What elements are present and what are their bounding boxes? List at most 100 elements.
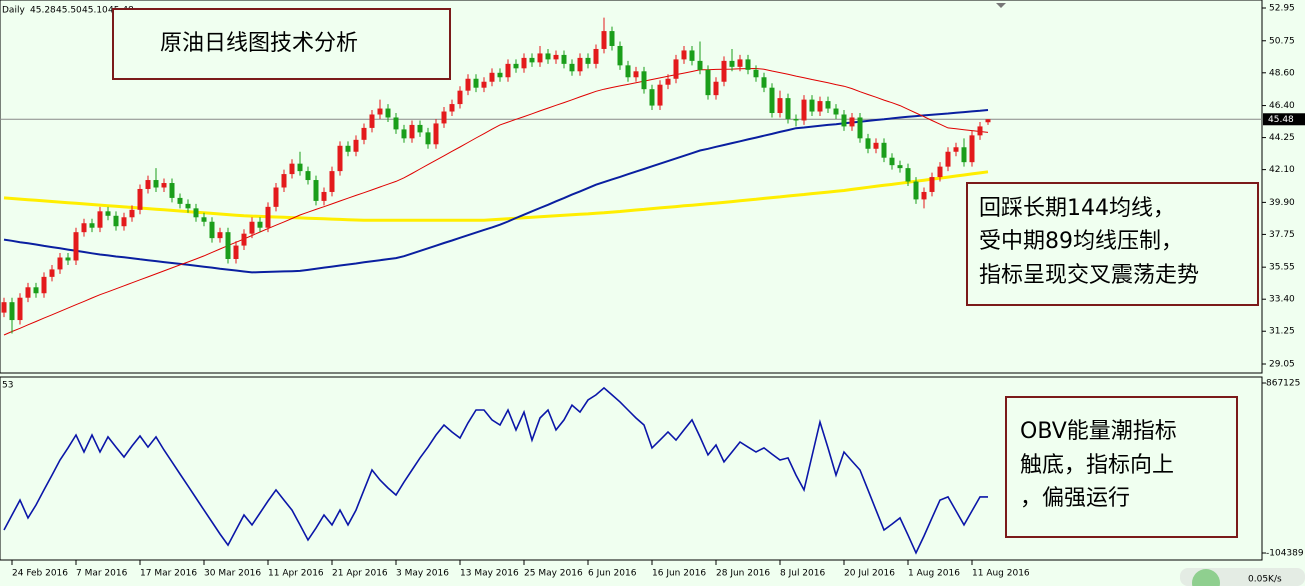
- candle-body: [849, 117, 855, 127]
- status-widget: 0.05K/s: [1180, 568, 1305, 586]
- x-tick-label: 6 Jun 2016: [588, 569, 637, 579]
- ma-note-box: 回踩长期144均线， 受中期89均线压制， 指标呈现交叉震荡走势: [966, 182, 1259, 306]
- obv-note-line: ，偏强运行: [1020, 486, 1130, 511]
- candle-body: [825, 101, 831, 109]
- candle-body: [193, 208, 199, 218]
- candle-body: [65, 257, 71, 261]
- candle-body: [513, 63, 519, 69]
- candle-body: [697, 60, 703, 70]
- y-tick-label: 42.10: [1269, 165, 1295, 175]
- y-tick-label: 44.25: [1269, 133, 1295, 143]
- candle-body: [281, 174, 287, 188]
- candle-body: [225, 232, 231, 259]
- status-icon: [1192, 569, 1220, 586]
- candle-body: [89, 223, 95, 228]
- candle-body: [297, 163, 303, 172]
- x-tick-label: 16 Jun 2016: [652, 569, 706, 579]
- x-tick-label: 11 Aug 2016: [972, 569, 1030, 579]
- candle-body: [417, 124, 423, 133]
- candle-body: [753, 69, 759, 78]
- moving-average: [3, 109, 989, 274]
- last-high: 45.50: [56, 6, 82, 16]
- candle-body: [337, 145, 343, 172]
- candle-body: [777, 98, 783, 114]
- candle-body: [657, 84, 663, 106]
- last-open: 45.28: [30, 6, 56, 16]
- candle-body: [241, 233, 247, 246]
- price-badge: [1263, 113, 1305, 126]
- x-tick-label: 30 Mar 2016: [204, 569, 261, 579]
- candle-body: [889, 157, 895, 166]
- candle-body: [185, 203, 191, 209]
- candle-body: [537, 53, 543, 63]
- title-box: 原油日线图技术分析: [112, 8, 451, 80]
- candle-body: [785, 98, 791, 119]
- candle-body: [33, 287, 39, 294]
- candle-body: [961, 147, 967, 163]
- candle-body: [9, 302, 15, 321]
- candle-body: [81, 223, 87, 233]
- candle-body: [689, 50, 695, 61]
- candle-body: [897, 165, 903, 169]
- y-tick-label: 48.60: [1269, 68, 1295, 78]
- candle-body: [153, 180, 159, 188]
- y2-tick-label: -104389: [1266, 549, 1304, 559]
- candle-body: [97, 211, 103, 228]
- candle-body: [881, 142, 887, 158]
- x-tick-label: 7 Mar 2016: [76, 569, 128, 579]
- y-tick-label: 46.40: [1269, 101, 1295, 111]
- candle-body: [321, 191, 327, 201]
- candle-body: [57, 257, 63, 270]
- marks: 52.95 50.75 48.60 46.40 44.25 42.10 39.90 37.75…: [0, 4, 1305, 579]
- candle-body: [457, 90, 463, 105]
- x-tick-label: 1 Aug 2016: [908, 569, 960, 579]
- candle-body: [465, 78, 471, 91]
- candle-body: [737, 59, 743, 67]
- y-tick-label: 35.55: [1269, 263, 1295, 273]
- candle-body: [121, 217, 127, 227]
- candle-body: [937, 166, 943, 178]
- y2-tick-label: 867125: [1266, 379, 1300, 389]
- candle-body: [593, 48, 599, 64]
- x-tick-label: 13 May 2016: [460, 569, 519, 579]
- candle-body: [769, 87, 775, 114]
- y-tick-label: 29.05: [1269, 360, 1295, 370]
- candle-body: [489, 72, 495, 82]
- candle-body: [673, 59, 679, 79]
- candle-body: [137, 188, 143, 210]
- ma-note-line: 回踩长期144均线，: [979, 196, 1175, 221]
- y-tick-label: 31.25: [1269, 327, 1295, 337]
- x-tick-label: 20 Jul 2016: [844, 569, 895, 579]
- moving-average: [3, 170, 989, 222]
- candle-body: [41, 276, 47, 294]
- x-tick-label: 11 Apr 2016: [268, 569, 324, 579]
- candle-body: [473, 78, 479, 88]
- candle-body: [497, 72, 503, 78]
- candle-body: [105, 211, 111, 216]
- candle-body: [409, 124, 415, 139]
- y-tick-label: 33.40: [1269, 295, 1295, 305]
- candle-body: [145, 180, 151, 189]
- candle-body: [377, 108, 383, 115]
- x-tick-label: 21 Apr 2016: [332, 569, 388, 579]
- candle-body: [561, 54, 567, 64]
- indicator-panel: [0, 376, 1263, 561]
- candle-body: [617, 45, 623, 66]
- ma-note-line: 受中期89均线压制，: [979, 229, 1183, 254]
- status-text: 0.05K/s: [1248, 575, 1282, 585]
- candle-body: [289, 163, 295, 175]
- price-badge-label: 45.48: [1268, 115, 1294, 125]
- candle-body: [385, 108, 391, 118]
- candle-body: [985, 119, 991, 123]
- candle-body: [505, 63, 511, 78]
- candle-body: [569, 63, 575, 72]
- candle-body: [649, 89, 655, 106]
- candle-body: [481, 81, 487, 88]
- candle-body: [681, 50, 687, 60]
- obv-note-line: 触底，指标向上: [1020, 453, 1174, 478]
- candle-body: [345, 145, 351, 152]
- candle-body: [113, 215, 119, 227]
- candle-body: [313, 180, 319, 201]
